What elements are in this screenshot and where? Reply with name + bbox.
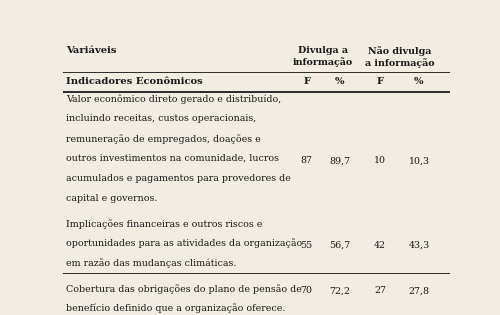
Text: 42: 42: [374, 241, 386, 250]
Text: 55: 55: [300, 241, 313, 250]
Text: 27,8: 27,8: [408, 286, 430, 295]
Text: Indicadores Econômicos: Indicadores Econômicos: [66, 77, 202, 86]
Text: 43,3: 43,3: [408, 241, 430, 250]
Text: 89,7: 89,7: [329, 156, 350, 165]
Text: Variáveis: Variáveis: [66, 46, 116, 55]
Text: Divulga a
informação: Divulga a informação: [293, 46, 353, 67]
Text: capital e governos.: capital e governos.: [66, 193, 157, 203]
Text: Implicações financeiras e outros riscos e: Implicações financeiras e outros riscos …: [66, 219, 262, 228]
Text: F: F: [303, 77, 310, 86]
Text: F: F: [376, 77, 384, 86]
Text: 72,2: 72,2: [329, 286, 350, 295]
Text: outros investimentos na comunidade, lucros: outros investimentos na comunidade, lucr…: [66, 154, 278, 163]
Text: Não divulga
a informação: Não divulga a informação: [365, 46, 434, 68]
Text: acumulados e pagamentos para provedores de: acumulados e pagamentos para provedores …: [66, 174, 290, 183]
Text: 10: 10: [374, 156, 386, 165]
Text: %: %: [414, 77, 424, 86]
Text: 70: 70: [300, 286, 312, 295]
Text: 27: 27: [374, 286, 386, 295]
Text: remuneração de empregados, doações e: remuneração de empregados, doações e: [66, 134, 260, 144]
Text: Valor econômico direto gerado e distribuído,: Valor econômico direto gerado e distribu…: [66, 94, 281, 104]
Text: oportunidades para as atividades da organização: oportunidades para as atividades da orga…: [66, 239, 302, 249]
Text: Cobertura das obrigações do plano de pensão de: Cobertura das obrigações do plano de pen…: [66, 284, 302, 294]
Text: benefício definido que a organização oferece.: benefício definido que a organização ofe…: [66, 304, 285, 313]
Text: 87: 87: [300, 156, 312, 165]
Text: incluindo receitas, custos operacionais,: incluindo receitas, custos operacionais,: [66, 114, 256, 123]
Text: em razão das mudanças climáticas.: em razão das mudanças climáticas.: [66, 259, 236, 268]
Text: 10,3: 10,3: [408, 156, 430, 165]
Text: 56,7: 56,7: [329, 241, 350, 250]
Text: %: %: [335, 77, 344, 86]
